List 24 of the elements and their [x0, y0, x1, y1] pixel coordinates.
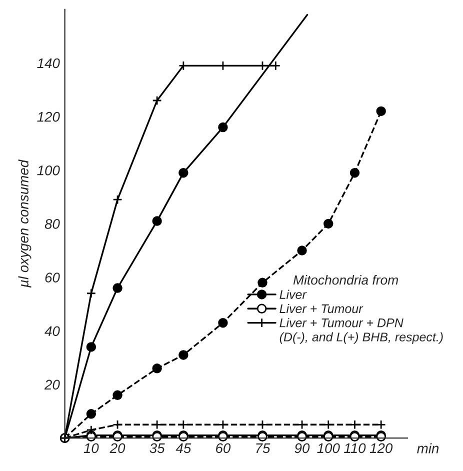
annotation: (D(-), and L(+) BHB, respect.) — [280, 332, 443, 344]
x-tick-label: 35 — [150, 443, 165, 454]
x-tick-label: 10 — [84, 443, 99, 454]
y-tick-label: 80 — [44, 219, 60, 229]
x-tick-label: 90 — [294, 443, 310, 454]
legend-label: Liver + Tumour + DPN — [280, 318, 404, 328]
x-tick-label: 120 — [370, 443, 393, 454]
y-tick-label: 60 — [45, 272, 60, 282]
y-tick-label: 20 — [44, 380, 60, 390]
y-axis-title: µl oxygen consumed — [18, 160, 32, 288]
legend-title: Mitochondria from — [293, 274, 398, 285]
x-tick-label: 110 — [344, 443, 366, 454]
legend-label: Liver — [280, 290, 307, 299]
x-tick-label: 75 — [256, 443, 270, 454]
y-tick-label: 140 — [37, 58, 60, 68]
x-tick-label: 60 — [216, 443, 231, 454]
legend-label: Liver + Tumour — [280, 304, 364, 314]
y-tick-label: 100 — [37, 165, 60, 176]
y-tick-label: 40 — [44, 326, 60, 336]
x-axis-title: min — [417, 443, 439, 454]
x-tick-label: 20 — [110, 443, 126, 454]
x-tick-label: 100 — [317, 443, 340, 454]
y-tick-label: 120 — [37, 112, 60, 122]
x-tick-label: 45 — [176, 443, 192, 454]
